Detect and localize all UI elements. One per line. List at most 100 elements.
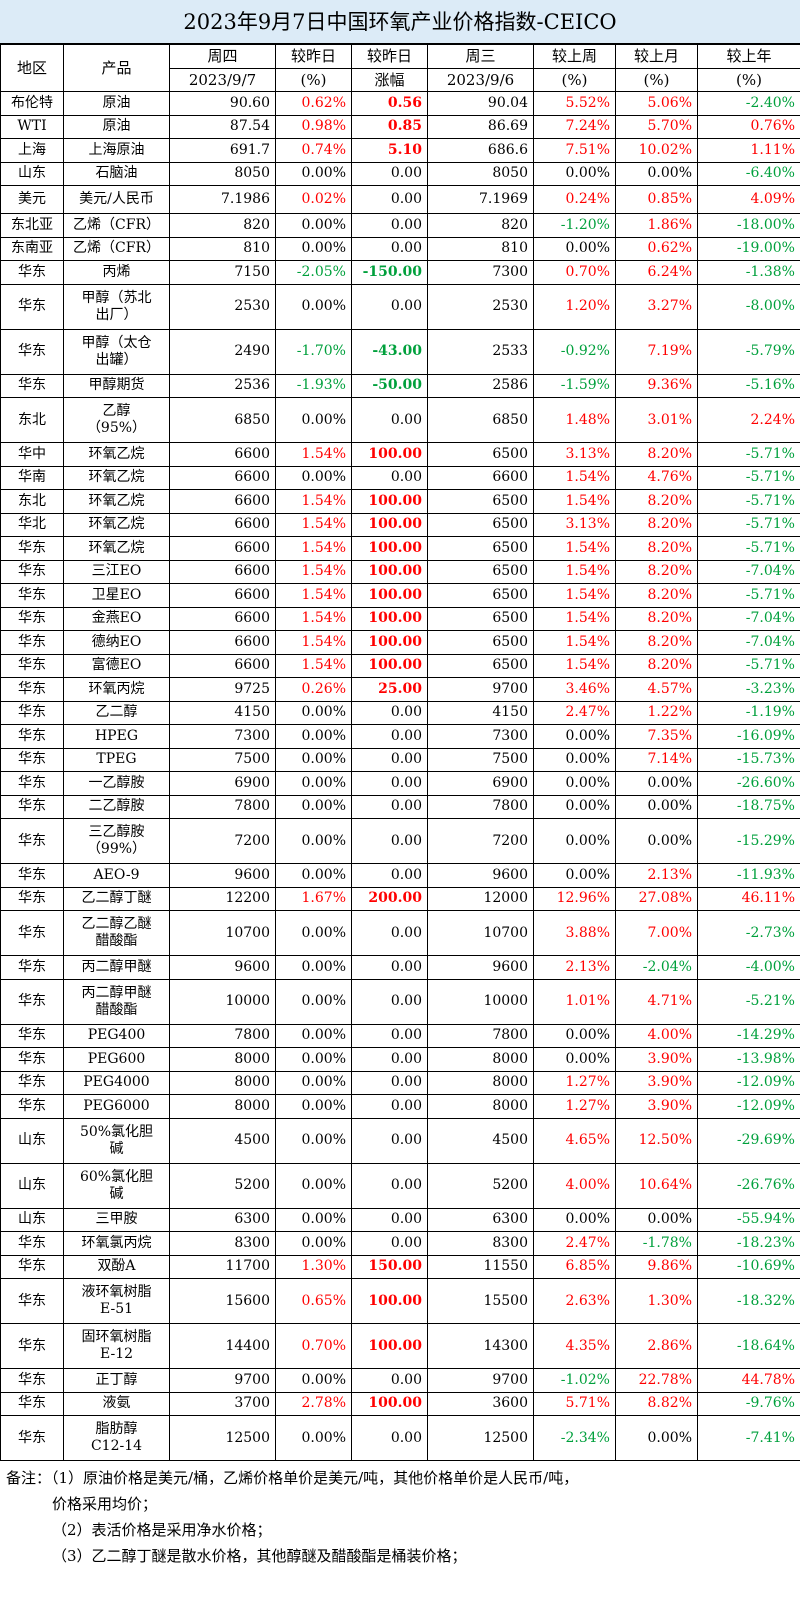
cell-monthly-pct: -1.78% bbox=[615, 1231, 698, 1256]
cell-region: 华东 bbox=[0, 606, 64, 631]
table-row: 华东 二乙醇胺 7800 0.00% 0.00 7800 0.00% 0.00% -18.75% bbox=[0, 794, 800, 819]
cell-wed-price: 6850 bbox=[427, 397, 534, 443]
cell-thu-price: 5200 bbox=[169, 1162, 276, 1209]
cell-wed-price: 7.1969 bbox=[427, 185, 534, 214]
product-line: 乙醇 bbox=[102, 403, 131, 419]
cell-monthly-pct: 10.64% bbox=[615, 1162, 698, 1209]
cell-daily-pct: 2.78% bbox=[275, 1391, 352, 1416]
cell-wed-price: 8050 bbox=[427, 161, 534, 186]
cell-yearly-pct: -2.40% bbox=[697, 91, 800, 116]
cell-thu-price: 2490 bbox=[169, 328, 276, 375]
cell-yearly-pct: -9.76% bbox=[697, 1391, 800, 1416]
cell-product: 三乙醇胺 （99%） bbox=[63, 818, 170, 864]
cell-daily-change: 0.56 bbox=[351, 91, 428, 116]
cell-daily-change: 5.10 bbox=[351, 138, 428, 163]
cell-thu-price: 8000 bbox=[169, 1070, 276, 1095]
cell-wed-price: 6600 bbox=[427, 465, 534, 490]
cell-wed-price: 14300 bbox=[427, 1323, 534, 1369]
cell-yearly-pct: -5.71% bbox=[697, 442, 800, 467]
cell-monthly-pct: 8.20% bbox=[615, 583, 698, 608]
cell-thu-price: 6600 bbox=[169, 653, 276, 678]
header-month: 较上月 bbox=[615, 44, 698, 69]
cell-region: 华东 bbox=[0, 536, 64, 561]
cell-weekly-pct: -1.59% bbox=[533, 373, 616, 398]
cell-thu-price: 3700 bbox=[169, 1391, 276, 1416]
product-line: 出厂） bbox=[95, 306, 138, 323]
cell-wed-price: 7800 bbox=[427, 794, 534, 819]
cell-wed-price: 7800 bbox=[427, 1023, 534, 1048]
cell-thu-price: 7300 bbox=[169, 724, 276, 749]
cell-weekly-pct: 1.48% bbox=[533, 397, 616, 443]
cell-weekly-pct: 1.54% bbox=[533, 489, 616, 514]
product-line: 醋酸酯 bbox=[95, 1001, 138, 1018]
cell-wed-price: 8000 bbox=[427, 1094, 534, 1119]
table-row: 华南 环氧乙烷 6600 0.00% 0.00 6600 1.54% 4.76% -5.71% bbox=[0, 465, 800, 490]
table-row: 华东 环氧丙烷 9725 0.26% 25.00 9700 3.46% 4.57% -3.23% bbox=[0, 677, 800, 702]
cell-yearly-pct: -14.29% bbox=[697, 1023, 800, 1048]
cell-weekly-pct: 1.54% bbox=[533, 630, 616, 655]
cell-daily-pct: 0.00% bbox=[275, 1368, 352, 1393]
cell-thu-price: 6600 bbox=[169, 536, 276, 561]
cell-daily-change: 0.00 bbox=[351, 771, 428, 796]
cell-daily-change: 0.00 bbox=[351, 1094, 428, 1119]
cell-weekly-pct: -0.92% bbox=[533, 328, 616, 375]
cell-daily-pct: 0.00% bbox=[275, 1415, 352, 1461]
cell-daily-pct: 0.00% bbox=[275, 863, 352, 888]
cell-wed-price: 6900 bbox=[427, 771, 534, 796]
table-row: 华东 TPEG 7500 0.00% 0.00 7500 0.00% 7.14% -15.73% bbox=[0, 747, 800, 772]
table-row: 华东 卫星EO 6600 1.54% 100.00 6500 1.54% 8.20% -5.71… bbox=[0, 583, 800, 608]
cell-weekly-pct: 0.00% bbox=[533, 1023, 616, 1048]
cell-monthly-pct: 8.20% bbox=[615, 630, 698, 655]
table-row: 华东 乙二醇乙醚 醋酸酯 10700 0.00% 0.00 10700 3.88% 7.00% -… bbox=[0, 910, 800, 956]
cell-wed-price: 2533 bbox=[427, 328, 534, 375]
table-row: 华东 富德EO 6600 1.54% 100.00 6500 1.54% 8.20% -5.71… bbox=[0, 653, 800, 678]
table-row: 山东 60%氯化胆碱 5200 0.00% 0.00 5200 4.00% 10.64% -26… bbox=[0, 1162, 800, 1209]
cell-monthly-pct: 3.90% bbox=[615, 1070, 698, 1095]
cell-daily-pct: 0.00% bbox=[275, 1207, 352, 1232]
cell-monthly-pct: 3.90% bbox=[615, 1094, 698, 1119]
cell-product: 甲醇（苏北 出厂） bbox=[63, 283, 170, 330]
table-row: 华东 甲醇（苏北 出厂） 2530 0.00% 0.00 2530 1.20% 3.27% -8.… bbox=[0, 283, 800, 330]
cell-daily-pct: 0.00% bbox=[275, 397, 352, 443]
cell-yearly-pct: -5.71% bbox=[697, 465, 800, 490]
cell-thu-price: 7500 bbox=[169, 747, 276, 772]
cell-thu-price: 12500 bbox=[169, 1415, 276, 1461]
cell-daily-change: 0.00 bbox=[351, 724, 428, 749]
table-row: 华东 PEG4000 8000 0.00% 0.00 8000 1.27% 3.90% -12.… bbox=[0, 1070, 800, 1095]
cell-product: 丙二醇甲醚 bbox=[63, 955, 170, 980]
cell-yearly-pct: -29.69% bbox=[697, 1117, 800, 1164]
cell-region: 华东 bbox=[0, 1415, 64, 1461]
cell-daily-change: 0.00 bbox=[351, 700, 428, 725]
cell-product: 原油 bbox=[63, 91, 170, 116]
cell-daily-pct: 0.00% bbox=[275, 236, 352, 261]
cell-daily-pct: 0.62% bbox=[275, 91, 352, 116]
cell-region: 华东 bbox=[0, 771, 64, 796]
table-row: 华东 液环氧树脂 E-51 15600 0.65% 100.00 15500 2.63% 1.3… bbox=[0, 1278, 800, 1324]
cell-weekly-pct: 0.00% bbox=[533, 1047, 616, 1072]
cell-daily-change: 0.00 bbox=[351, 1231, 428, 1256]
cell-monthly-pct: 3.01% bbox=[615, 397, 698, 443]
cell-daily-change: 100.00 bbox=[351, 536, 428, 561]
cell-wed-price: 6500 bbox=[427, 653, 534, 678]
cell-daily-pct: 0.00% bbox=[275, 1094, 352, 1119]
cell-weekly-pct: -2.34% bbox=[533, 1415, 616, 1461]
cell-yearly-pct: -5.71% bbox=[697, 653, 800, 678]
cell-yearly-pct: -8.00% bbox=[697, 283, 800, 330]
cell-product: PEG6000 bbox=[63, 1094, 170, 1119]
cell-product: 甲醇（太仓 出罐） bbox=[63, 328, 170, 375]
cell-product: 环氧乙烷 bbox=[63, 512, 170, 537]
cell-yearly-pct: -18.64% bbox=[697, 1323, 800, 1369]
cell-daily-change: 100.00 bbox=[351, 1323, 428, 1369]
cell-monthly-pct: 0.00% bbox=[615, 818, 698, 864]
header-chg-pct-unit: (%) bbox=[275, 68, 352, 92]
cell-monthly-pct: 0.00% bbox=[615, 1415, 698, 1461]
cell-weekly-pct: 0.00% bbox=[533, 771, 616, 796]
cell-daily-pct: 0.00% bbox=[275, 1047, 352, 1072]
cell-daily-change: 200.00 bbox=[351, 886, 428, 911]
cell-yearly-pct: 44.78% bbox=[697, 1368, 800, 1393]
cell-monthly-pct: 8.20% bbox=[615, 489, 698, 514]
cell-region: 华中 bbox=[0, 442, 64, 467]
cell-wed-price: 10700 bbox=[427, 910, 534, 956]
cell-monthly-pct: 7.35% bbox=[615, 724, 698, 749]
cell-weekly-pct: 0.00% bbox=[533, 747, 616, 772]
